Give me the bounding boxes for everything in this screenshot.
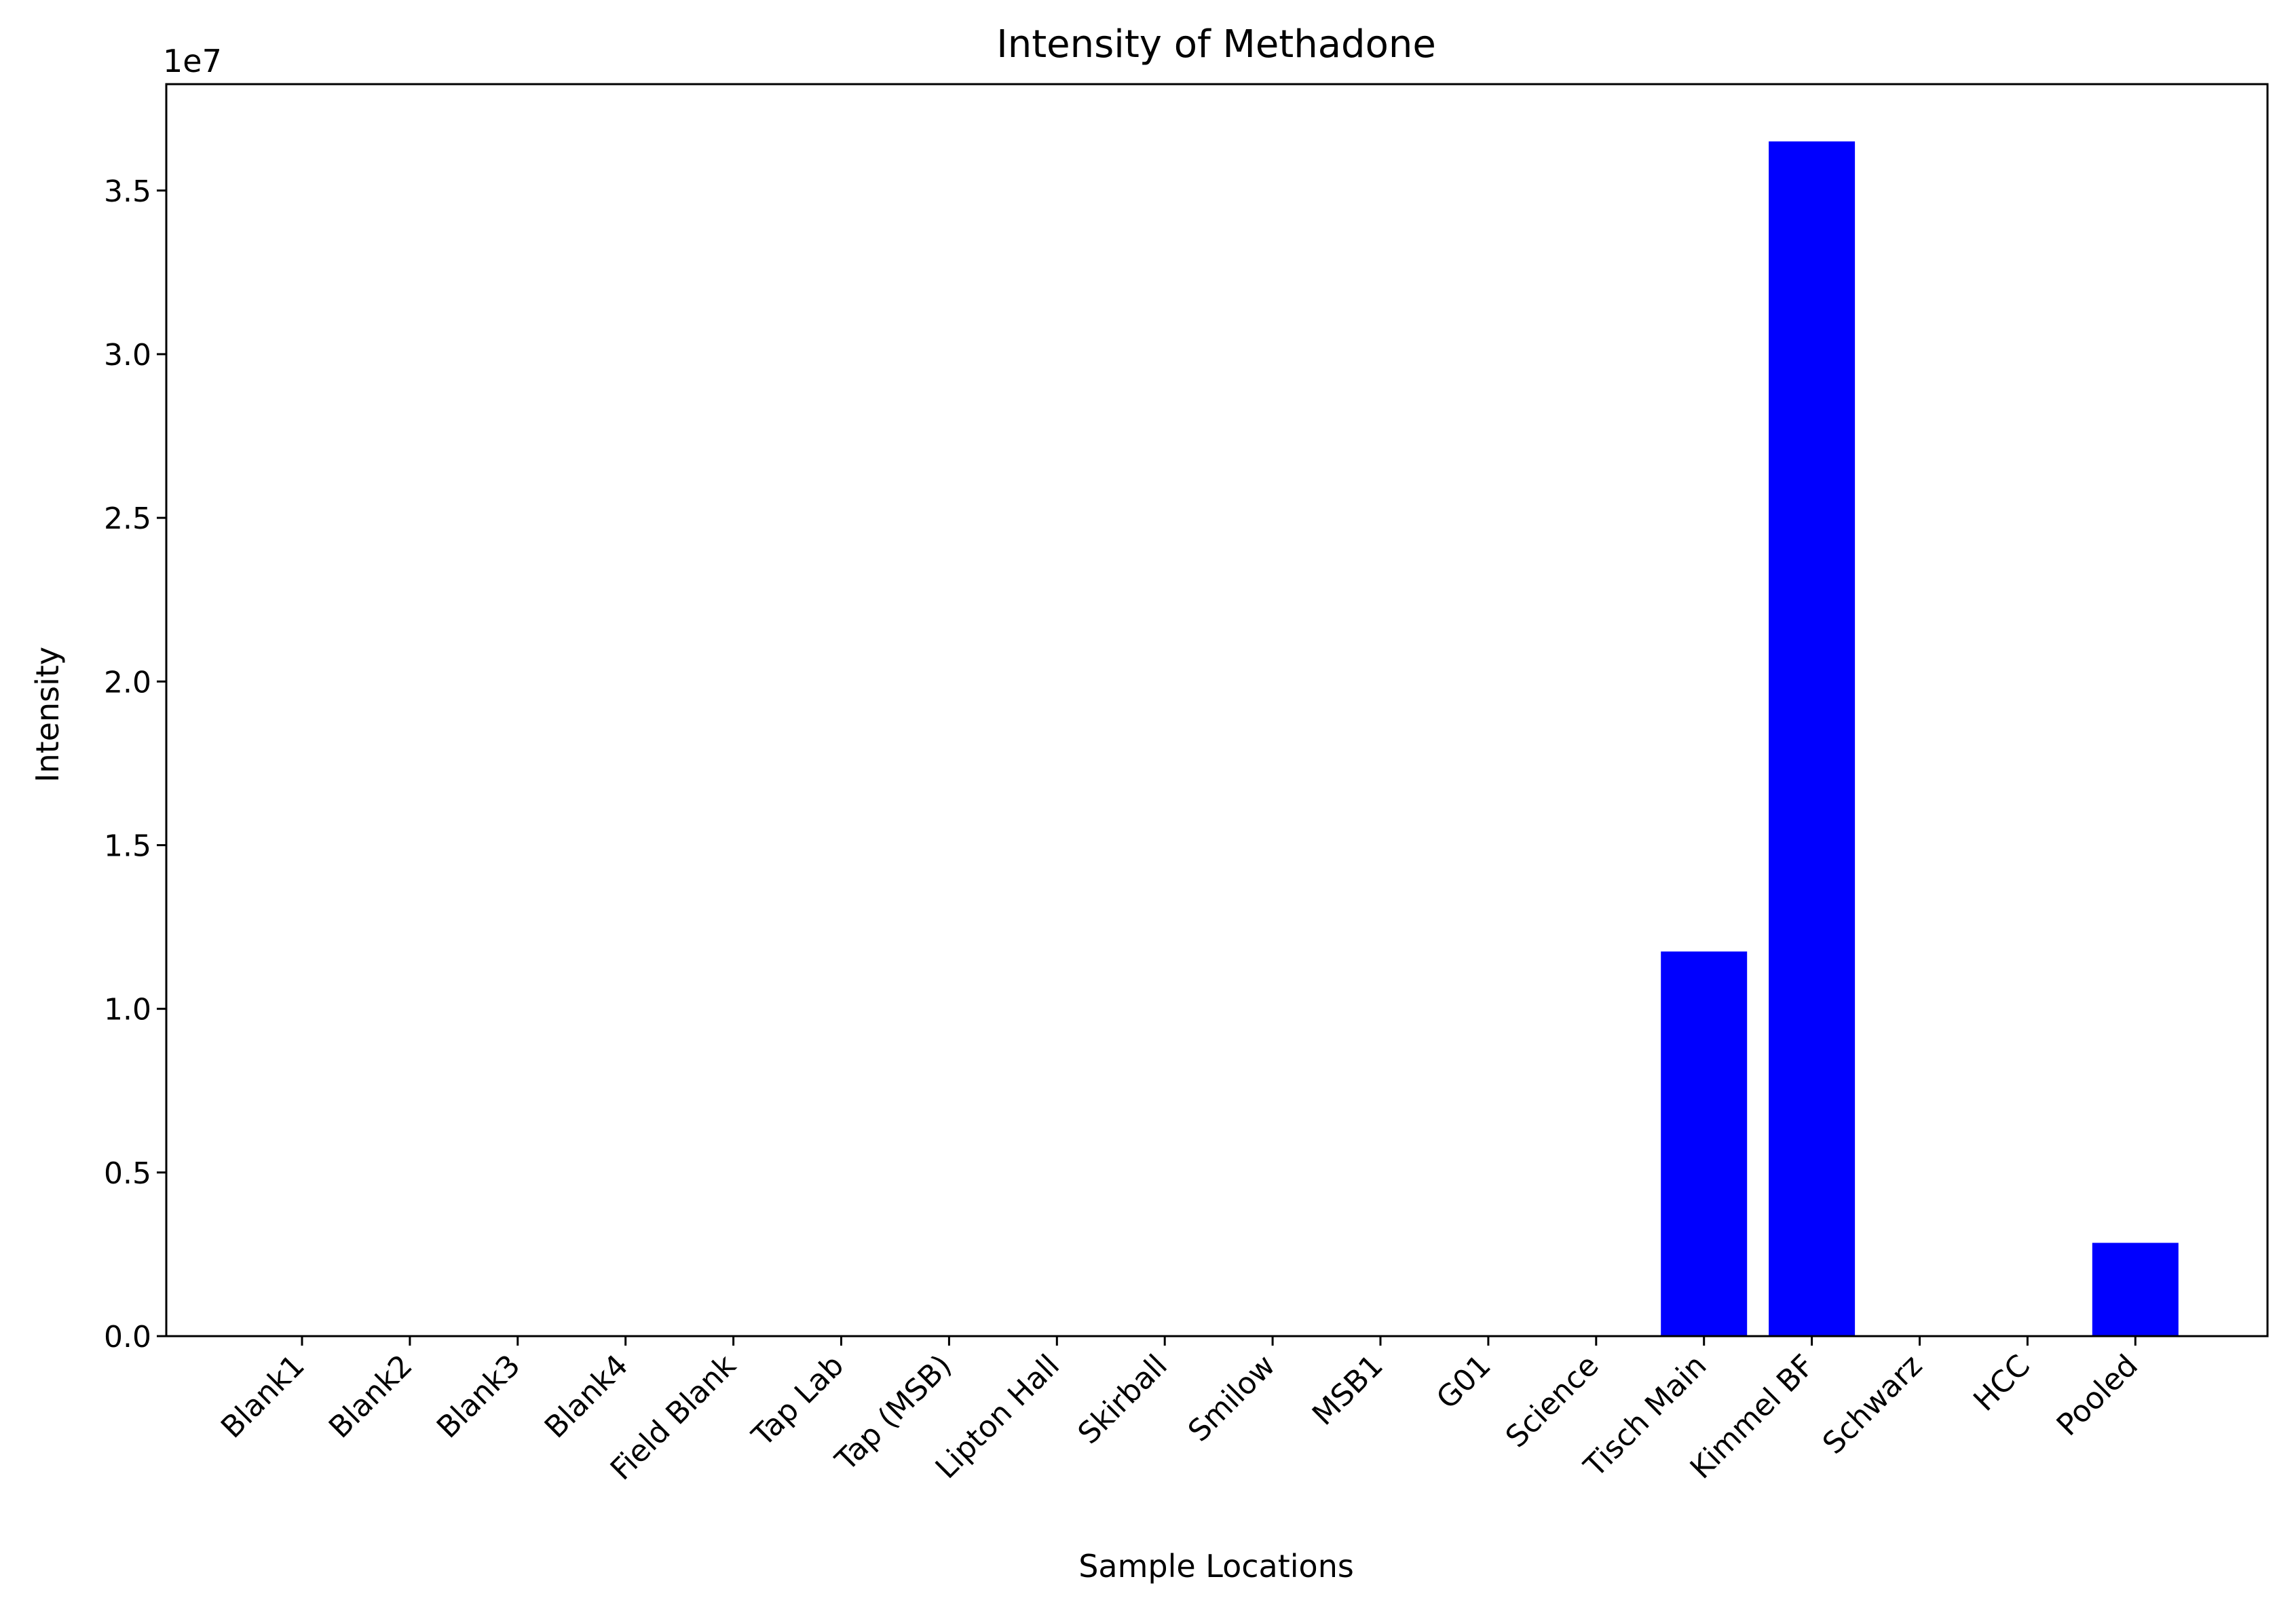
x-tick-label: Science — [1499, 1348, 1606, 1455]
x-tick-label: Blank4 — [538, 1348, 635, 1445]
x-tick-label: Blank3 — [430, 1348, 527, 1445]
x-tick-label: Tap Lab — [745, 1348, 850, 1454]
x-tick-label: Schwarz — [1816, 1348, 1929, 1461]
chart-title: Intensity of Methadone — [996, 22, 1436, 67]
y-axis-label: Intensity — [29, 647, 66, 782]
y-tick-label: 0.0 — [104, 1320, 151, 1354]
x-tick-label: Pooled — [2050, 1348, 2145, 1443]
x-axis-label: Sample Locations — [1078, 1548, 1354, 1584]
x-tick-label: Skirball — [1072, 1348, 1174, 1451]
y-tick-label: 0.5 — [104, 1156, 151, 1191]
x-tick-label: Smilow — [1182, 1348, 1282, 1449]
y-tick-label: 1.5 — [104, 829, 151, 863]
y-axis-ticks: 0.0 0.5 1.0 1.5 2.0 2.5 3.0 3.5 — [104, 174, 166, 1354]
bar-pooled — [2092, 1242, 2179, 1336]
y-tick-label: 3.5 — [104, 174, 151, 209]
bars-group — [1661, 141, 2179, 1336]
x-tick-label: HCC — [1967, 1348, 2037, 1418]
bar-tisch-main — [1661, 951, 1748, 1336]
bar-kimmel-bf — [1769, 141, 1856, 1336]
y-tick-label: 3.0 — [104, 338, 151, 373]
x-tick-label: Blank2 — [322, 1348, 419, 1445]
y-tick-label: 1.0 — [104, 993, 151, 1027]
y-offset-label: 1e7 — [163, 43, 222, 79]
x-tick-label: MSB1 — [1306, 1348, 1390, 1432]
y-tick-label: 2.5 — [104, 501, 151, 536]
x-tick-label: Blank1 — [214, 1348, 312, 1445]
y-tick-label: 2.0 — [104, 665, 151, 700]
plot-area-frame — [165, 83, 2269, 1337]
x-tick-label: G01 — [1430, 1348, 1498, 1416]
